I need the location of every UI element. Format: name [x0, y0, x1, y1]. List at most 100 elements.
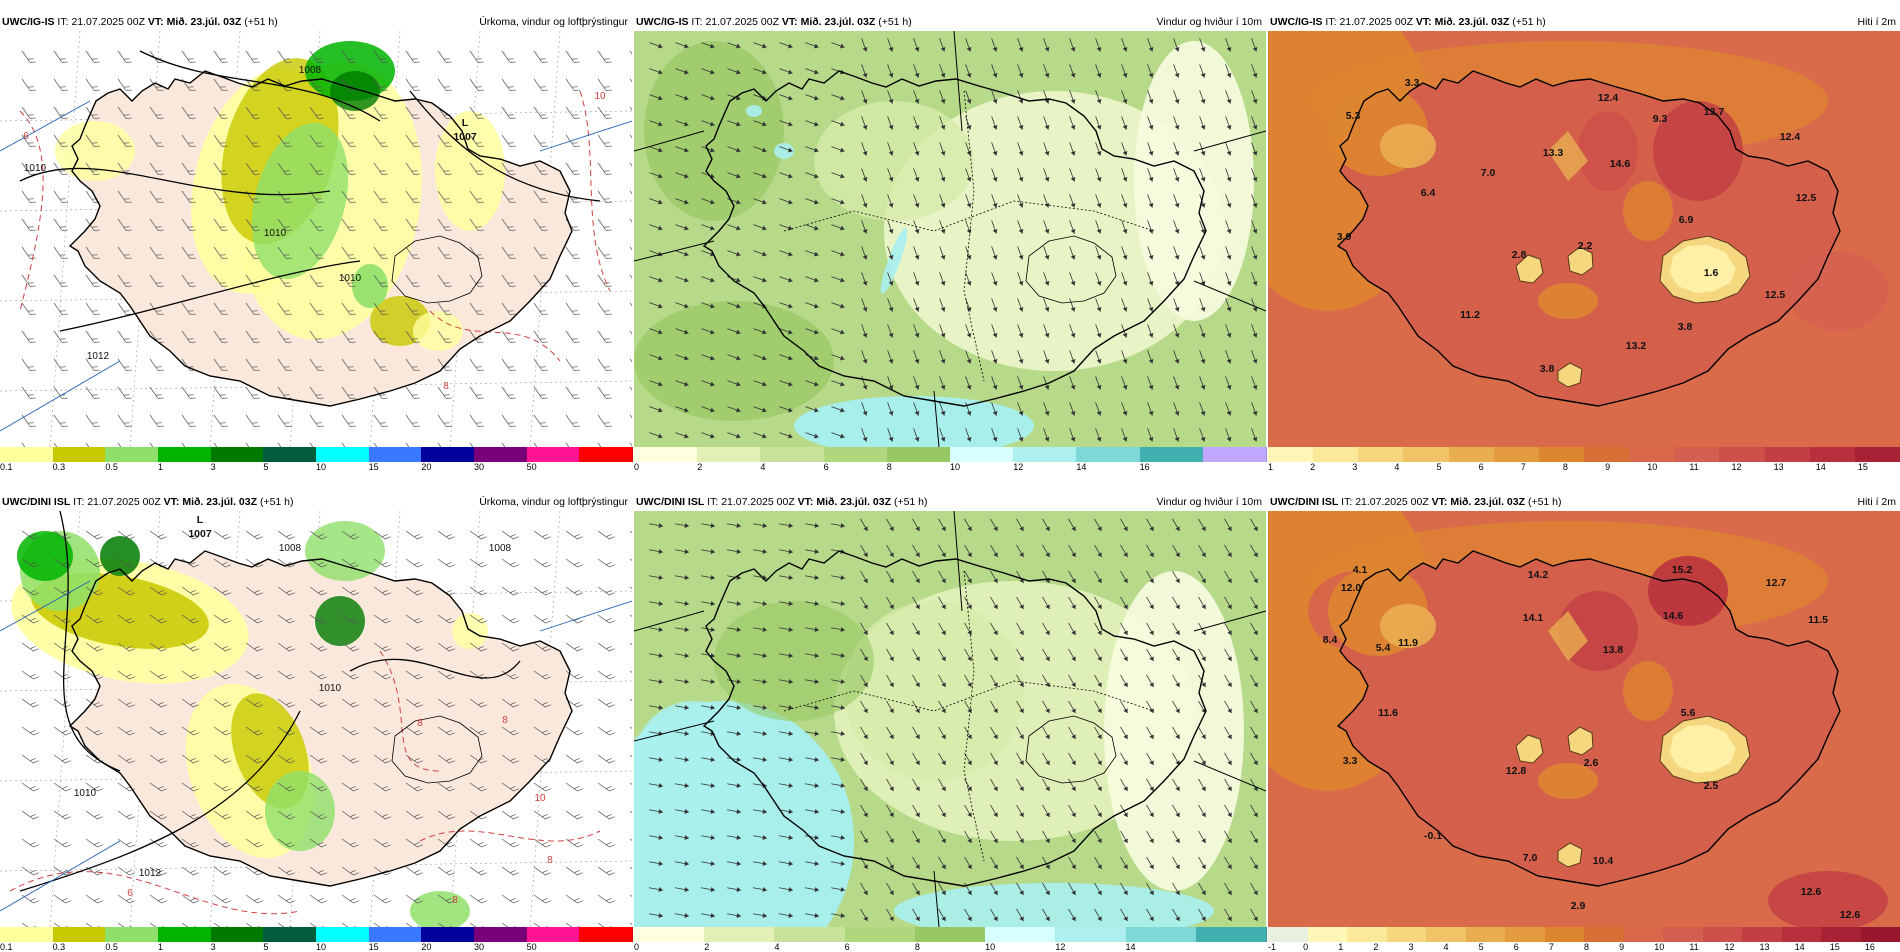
- legend-tick-label: 0.1: [0, 942, 13, 952]
- legend-tick-label: 0: [634, 942, 639, 952]
- vt-label: VT:: [148, 16, 164, 28]
- legend-tick-label: 10: [316, 462, 326, 472]
- legend-swatch: [1449, 447, 1495, 462]
- lead-time: (+51 h): [878, 16, 912, 28]
- legend-swatch: [53, 927, 107, 942]
- panel-title: UWC/DINI ISL IT: 21.07.2025 00Z VT: Mið.…: [636, 494, 928, 511]
- temp-value-label: 5.3: [1346, 110, 1361, 122]
- lead-time: (+51 h): [894, 496, 928, 508]
- it-value: 21.07.2025 00Z: [1355, 496, 1429, 508]
- legend-tick-label: 6: [1479, 462, 1484, 472]
- legend-tick-label: 10: [316, 942, 326, 952]
- legend-tick-label: 20: [421, 462, 431, 472]
- panel-header: UWC/IG-IS IT: 21.07.2025 00Z VT: Mið. 23…: [1268, 14, 1900, 31]
- legend-swatch: [1663, 927, 1704, 942]
- legend-swatch: [421, 447, 475, 462]
- temp-value-label: 10.4: [1593, 855, 1614, 867]
- temp-value-label: 13.8: [1603, 644, 1624, 656]
- lead-time: (+51 h): [244, 16, 278, 28]
- legend-swatch: [1539, 447, 1585, 462]
- it-value: 21.07.2025 00Z: [87, 496, 161, 508]
- legend-swatch: [1140, 447, 1204, 462]
- map-area[interactable]: [634, 31, 1266, 447]
- map-canvas: [634, 31, 1266, 447]
- legend-swatch: [1765, 447, 1811, 462]
- legend-swatch: [316, 447, 370, 462]
- model-name: UWC/IG-IS: [1270, 16, 1323, 28]
- legend-tick-label: 0.1: [0, 462, 13, 472]
- legend-swatch: [1545, 927, 1586, 942]
- legend-swatch: [1742, 927, 1783, 942]
- temp-value-label: 12.8: [1506, 765, 1527, 777]
- model-name: UWC/DINI ISL: [2, 496, 70, 508]
- temp-value-label: -0.1: [1424, 830, 1442, 842]
- temp-value-label: 15.2: [1672, 564, 1693, 576]
- legend-tick-label: 6: [845, 942, 850, 952]
- legend-swatch: [1624, 927, 1665, 942]
- legend-swatch: [1055, 927, 1126, 942]
- legend-swatch: [1494, 447, 1540, 462]
- legend-tick-label: 3: [211, 942, 216, 952]
- it-label: IT:: [1325, 16, 1336, 28]
- legend-tick-label: 13: [1774, 462, 1784, 472]
- it-value: 21.07.2025 00Z: [721, 496, 795, 508]
- legend-swatch: [0, 447, 54, 462]
- temp-value-label: 8.4: [1323, 634, 1338, 646]
- legend-swatch: [1426, 927, 1467, 942]
- it-label: IT:: [57, 16, 68, 28]
- legend-swatch: [1347, 927, 1388, 942]
- map-area[interactable]: [634, 511, 1266, 927]
- temp-value-label: 12.5: [1796, 192, 1817, 204]
- field-name: Hiti í 2m: [1857, 14, 1896, 31]
- field-name: Hiti í 2m: [1857, 494, 1896, 511]
- legend-swatch: [211, 927, 265, 942]
- temp-value-label: 14.2: [1528, 569, 1549, 581]
- legend-swatch: [1268, 927, 1309, 942]
- legend-tick-label: 9: [1619, 942, 1624, 952]
- temp-value-label: 12.7: [1766, 577, 1787, 589]
- legend-swatch: [1076, 447, 1140, 462]
- panel-title: UWC/IG-IS IT: 21.07.2025 00Z VT: Mið. 23…: [1270, 14, 1546, 31]
- temp-value-label: 3.3: [1343, 755, 1358, 767]
- panel-header: UWC/IG-IS IT: 21.07.2025 00Z VT: Mið. 23…: [634, 14, 1266, 31]
- temp-value-label: 2.9: [1571, 900, 1586, 912]
- temp-value-label: 11.5: [1808, 614, 1828, 626]
- legend-swatch: [1387, 927, 1428, 942]
- vt-value: Mið. 23.júl. 03Z: [182, 496, 257, 508]
- low-pressure-symbol: L: [462, 117, 469, 129]
- legend-tick-label: 15: [369, 462, 379, 472]
- legend-tick-label: 13: [1760, 942, 1770, 952]
- legend-tick-label: 16: [1140, 462, 1150, 472]
- legend-tick-label: 0.3: [53, 462, 66, 472]
- legend-swatch: [158, 927, 212, 942]
- legend-tick-label: 2: [704, 942, 709, 952]
- temp-value-label: 14.1: [1523, 612, 1544, 624]
- legend-tick-label: 4: [1394, 462, 1399, 472]
- temp-value-label: 5.4: [1376, 642, 1391, 654]
- legend-tick-label: 16: [1865, 942, 1875, 952]
- temp-value-label: 7.0: [1523, 852, 1538, 864]
- temp-value-label: 14.6: [1663, 610, 1684, 622]
- it-value: 21.07.2025 00Z: [705, 16, 779, 28]
- legend-swatch: [1821, 927, 1862, 942]
- legend-swatch: [1313, 447, 1359, 462]
- legend-tick-label: 0: [634, 462, 639, 472]
- legend-swatch: [53, 447, 107, 462]
- temp-value-label: 2.2: [1578, 240, 1593, 252]
- isobar-label: 1008: [489, 543, 512, 554]
- low-pressure-value: 1007: [453, 131, 477, 143]
- legend-tick-label: 50: [527, 462, 537, 472]
- legend-tick-label: 7: [1549, 942, 1554, 952]
- temp-contour-label: 8: [452, 895, 458, 906]
- legend-swatch: [1403, 447, 1449, 462]
